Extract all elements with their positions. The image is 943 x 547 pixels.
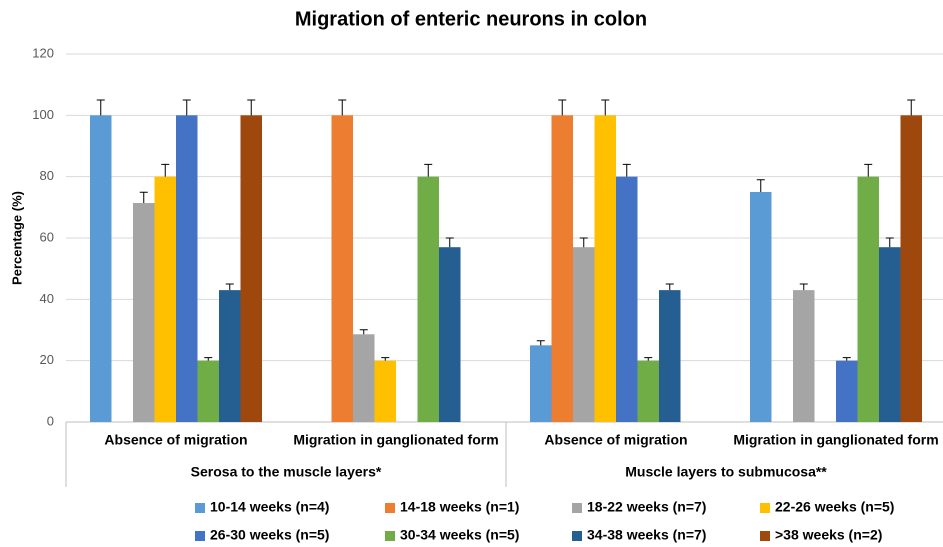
error-bar (756, 179, 765, 192)
error-bar (536, 340, 545, 346)
bar (90, 115, 112, 422)
error-bar (381, 357, 390, 361)
bar (857, 176, 879, 422)
x-tick-label: Absence of migration (544, 432, 687, 448)
error-bar (601, 99, 610, 116)
bar (417, 176, 439, 422)
legend-swatch (572, 503, 582, 513)
legend-swatch (195, 531, 205, 541)
bar (551, 115, 573, 422)
group-label: Serosa to the muscle layers* (191, 464, 382, 480)
error-bar (204, 357, 213, 361)
y-tick-label: 0 (47, 413, 54, 428)
legend-label: 22-26 weeks (n=5) (775, 499, 894, 515)
group-label: Muscle layers to submucosa** (625, 464, 827, 480)
error-bar (885, 237, 894, 248)
y-tick-label: 60 (40, 229, 54, 244)
legend-swatch (195, 503, 205, 513)
legend-label: 14-18 weeks (n=1) (400, 499, 519, 515)
error-bar (225, 283, 234, 291)
chart-title: Migration of enteric neurons in colon (295, 8, 647, 30)
error-bar (622, 163, 631, 177)
x-tick-label: Migration in ganglionated form (293, 432, 498, 448)
error-bar (665, 283, 674, 291)
bar (659, 290, 681, 422)
legend-label: 10-14 weeks (n=4) (210, 499, 329, 515)
bar (240, 115, 262, 422)
bar (900, 115, 922, 422)
error-bar (424, 163, 433, 177)
legend-swatch (760, 503, 770, 513)
legend-label: 18-22 weeks (n=7) (587, 499, 706, 515)
legend-swatch (572, 531, 582, 541)
legend-swatch (385, 503, 395, 513)
bar (353, 334, 375, 422)
bar (573, 247, 595, 422)
y-tick-label: 80 (40, 168, 54, 183)
legend-swatch (760, 531, 770, 541)
error-bar (842, 357, 851, 361)
error-bar (907, 99, 916, 116)
error-bar (558, 99, 567, 116)
y-tick-label: 100 (32, 107, 54, 122)
y-tick-label: 120 (32, 45, 54, 60)
bar (219, 290, 241, 422)
x-tick-label: Absence of migration (104, 432, 247, 448)
error-bar (338, 99, 347, 116)
legend-label: >38 weeks (n=2) (775, 527, 882, 543)
error-bar (139, 191, 148, 204)
error-bar (359, 329, 368, 335)
error-bar (247, 99, 256, 116)
legend-label: 34-38 weeks (n=7) (587, 527, 706, 543)
y-tick-label: 20 (40, 352, 54, 367)
bar (616, 176, 638, 422)
legend-swatch (385, 531, 395, 541)
error-bar (864, 163, 873, 177)
error-bar (579, 237, 588, 248)
bar (793, 290, 815, 422)
error-bar (182, 99, 191, 116)
bar (530, 345, 552, 422)
bar (331, 115, 353, 422)
error-bar (644, 357, 653, 361)
bar (197, 360, 219, 422)
bar (879, 247, 901, 422)
bar (176, 115, 198, 422)
bar (836, 360, 858, 422)
bar (750, 192, 772, 422)
y-tick-label: 40 (40, 291, 54, 306)
bar (594, 115, 616, 422)
bar (133, 203, 155, 422)
error-bar (799, 283, 808, 291)
bar (374, 360, 396, 422)
x-tick-label: Migration in ganglionated form (733, 432, 938, 448)
bar (439, 247, 461, 422)
error-bar (161, 163, 170, 177)
legend-label: 26-30 weeks (n=5) (210, 527, 329, 543)
error-bar (96, 99, 105, 116)
bar (154, 176, 176, 422)
bar (637, 360, 659, 422)
legend-label: 30-34 weeks (n=5) (400, 527, 519, 543)
y-axis-label: Percentage (%) (9, 191, 24, 285)
error-bar (445, 237, 454, 248)
